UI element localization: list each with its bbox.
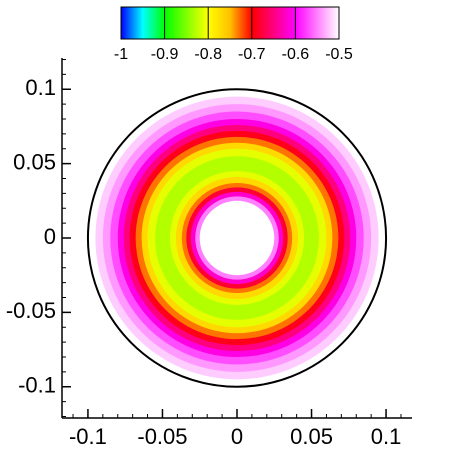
y-tick-label: -0.1 xyxy=(18,373,56,398)
x-tick-label: -0.05 xyxy=(137,424,187,449)
y-tick-label: -0.05 xyxy=(6,298,56,323)
x-tick-label: 0.05 xyxy=(290,424,333,449)
colorbar-tick-label: -0.8 xyxy=(194,46,222,63)
y-tick-label: 0 xyxy=(44,224,56,249)
colorbar-tick-label: -0.5 xyxy=(325,46,353,63)
x-tick-label: 0.1 xyxy=(371,424,402,449)
boundary xyxy=(86,88,388,388)
x-tick-label: 0 xyxy=(231,424,243,449)
hole xyxy=(199,200,275,276)
y-tick-label: 0.05 xyxy=(13,149,56,174)
colorbar-tick-label: -0.9 xyxy=(151,46,179,63)
colorbar-tick-label: -0.6 xyxy=(282,46,310,63)
x-tick-label: -0.1 xyxy=(69,424,107,449)
colorbar-tick-label: -1 xyxy=(114,46,128,63)
y-tick-label: 0.1 xyxy=(25,75,56,100)
colorbar xyxy=(120,6,340,40)
colorbar-tick-label: -0.7 xyxy=(238,46,266,63)
